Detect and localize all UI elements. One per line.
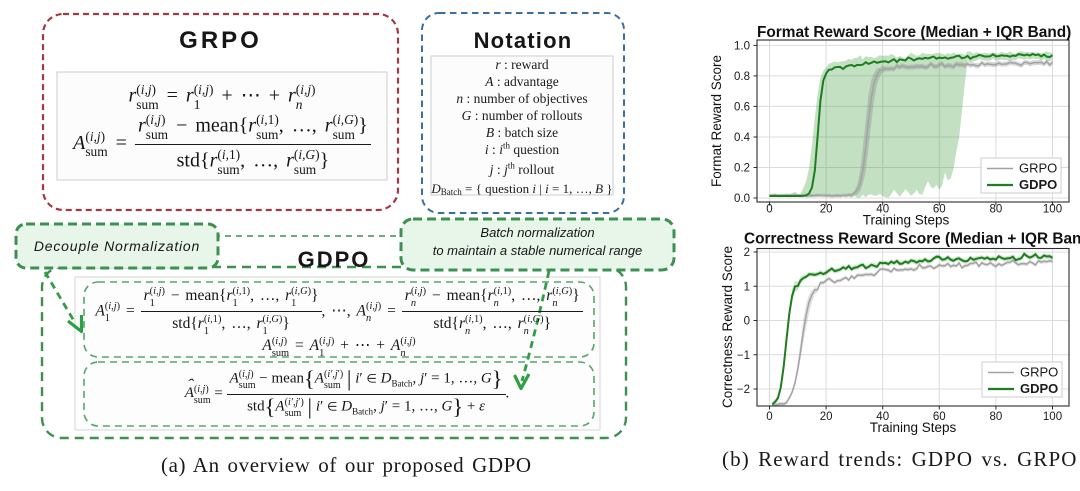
svg-text:−2: −2 [737,384,750,396]
svg-text:Correctness Reward Score: Correctness Reward Score [720,246,735,408]
svg-text:100: 100 [1043,204,1062,216]
svg-text:20: 20 [820,411,833,423]
svg-text:60: 60 [933,411,946,423]
svg-text:GRPO: GRPO [1020,365,1058,380]
svg-text:60: 60 [933,204,946,216]
svg-text:Training Steps: Training Steps [870,420,957,435]
svg-text:80: 80 [990,411,1003,423]
svg-text:20: 20 [820,204,833,216]
svg-text:Format Reward Score (Median +: Format Reward Score (Median + IQR Band) [757,24,1071,41]
svg-text:0.0: 0.0 [734,193,750,205]
svg-text:0: 0 [766,411,772,423]
svg-text:Training Steps: Training Steps [863,213,950,228]
svg-text:0.4: 0.4 [734,132,751,144]
svg-text:0.6: 0.6 [734,101,750,113]
svg-text:1: 1 [744,281,750,293]
svg-text:Correctness Reward Score (Medi: Correctness Reward Score (Median + IQR B… [744,231,1080,248]
svg-text:0.2: 0.2 [734,163,750,175]
svg-text:40: 40 [876,411,889,423]
svg-text:80: 80 [990,204,1003,216]
svg-text:40: 40 [876,204,889,216]
svg-text:1.0: 1.0 [734,40,750,52]
svg-text:−1: −1 [737,350,750,362]
svg-text:0: 0 [766,204,772,216]
svg-text:0: 0 [744,316,750,328]
svg-text:GRPO: GRPO [1019,161,1057,176]
svg-text:GDPO: GDPO [1020,381,1058,396]
svg-text:GDPO: GDPO [1019,177,1057,192]
svg-text:0.8: 0.8 [734,71,750,83]
svg-text:2: 2 [744,247,750,259]
svg-text:100: 100 [1043,411,1062,423]
svg-text:Format Reward Score: Format Reward Score [709,55,724,187]
